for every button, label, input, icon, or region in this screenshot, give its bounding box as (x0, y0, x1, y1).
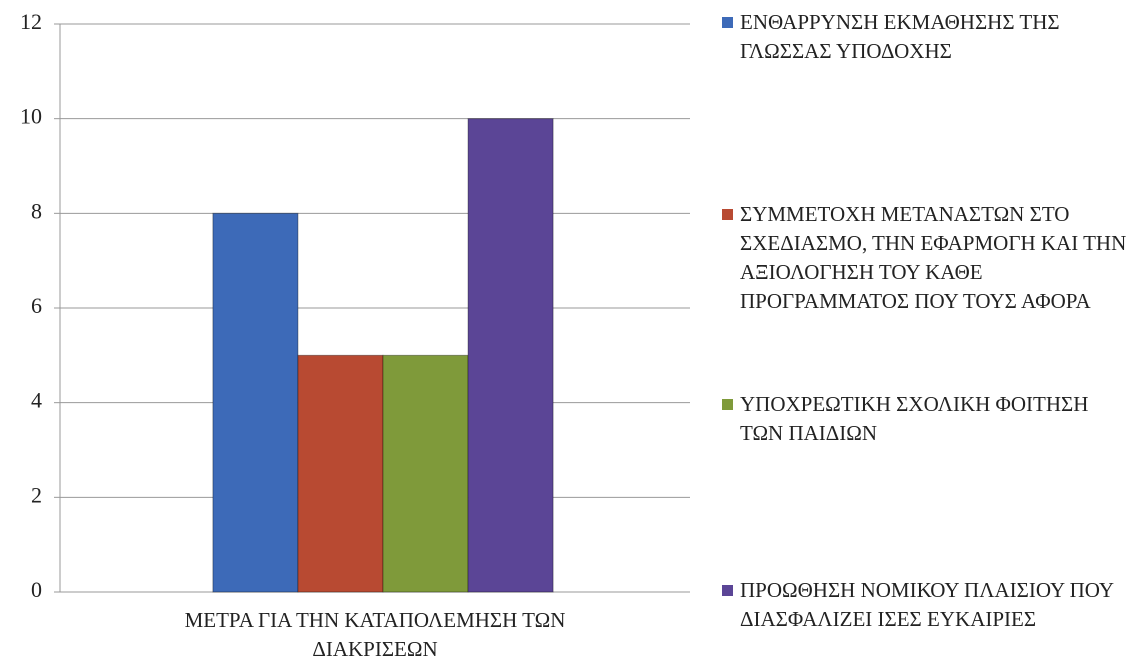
y-tick-label: 8 (31, 198, 42, 223)
bar (382, 354, 469, 593)
legend-swatch (722, 209, 733, 220)
y-tick-label: 6 (31, 293, 42, 318)
legend-swatch (722, 585, 733, 596)
y-tick-label: 10 (20, 104, 42, 129)
y-tick-label: 0 (31, 577, 42, 602)
legend-entry: ΥΠΟΧΡΕΩΤΙΚΗ ΣΧΟΛΙΚΗ ΦΟΙΤΗΣΗ ΤΩΝ ΠΑΙΔΙΩΝ (722, 390, 1126, 448)
x-tick-label: ΜΕΤΡΑ ΓΙΑ ΤΗΝ ΚΑΤΑΠΟΛΕΜΗΣΗ ΤΩΝ ΔΙΑΚΡΙΣΕΩ… (184, 608, 566, 661)
legend-entry: ΕΝΘΑΡΡΥΝΣΗ ΕΚΜΑΘΗΣΗΣ ΤΗΣ ΓΛΩΣΣΑΣ ΥΠΟΔΟΧΗ… (722, 8, 1126, 66)
legend-swatch (722, 17, 733, 28)
legend-entry: ΠΡΟΩΘΗΣΗ ΝΟΜΙΚΟΥ ΠΛΑΙΣΙΟΥ ΠΟΥ ΔΙΑΣΦΑΛΙΖΕ… (722, 576, 1126, 634)
y-tick-label: 2 (31, 482, 42, 507)
y-tick-label: 4 (31, 388, 42, 413)
bar (467, 118, 554, 593)
legend-entry: ΣΥΜΜΕΤΟΧΗ ΜΕΤΑΝΑΣΤΩΝ ΣΤΟ ΣΧΕΔΙΑΣΜΟ, ΤΗΝ … (722, 200, 1126, 316)
y-tick-label: 12 (20, 9, 42, 34)
legend-swatch (722, 399, 733, 410)
bar (212, 212, 299, 593)
bar (297, 354, 384, 593)
